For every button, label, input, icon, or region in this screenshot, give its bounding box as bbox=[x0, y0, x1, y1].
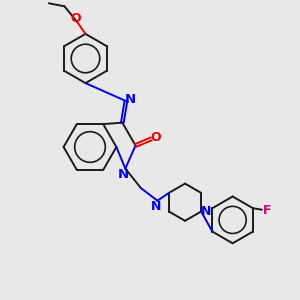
Text: N: N bbox=[151, 200, 161, 213]
Text: N: N bbox=[125, 93, 136, 106]
Text: O: O bbox=[150, 131, 160, 144]
Text: O: O bbox=[70, 12, 81, 26]
Text: N: N bbox=[117, 167, 128, 181]
Text: F: F bbox=[263, 204, 272, 217]
Text: N: N bbox=[201, 205, 212, 218]
